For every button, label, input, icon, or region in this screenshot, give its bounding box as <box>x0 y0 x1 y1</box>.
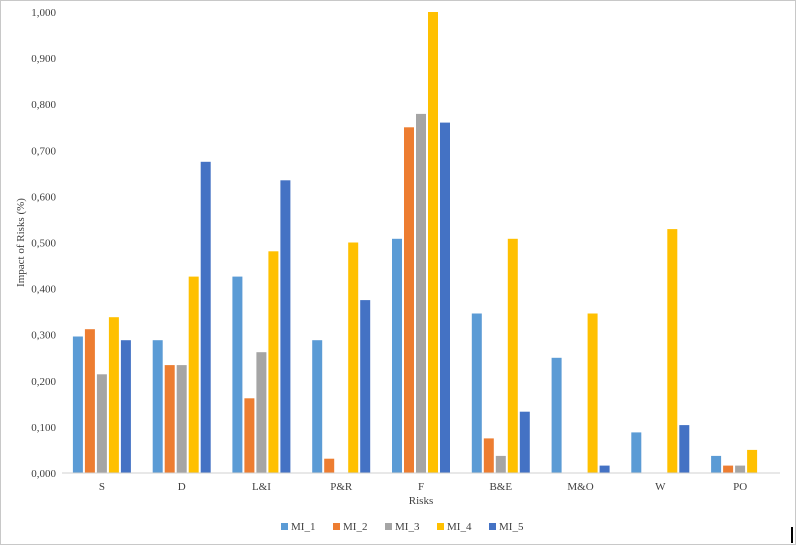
legend-swatch <box>437 523 444 530</box>
bar-MI_3-S <box>96 374 107 473</box>
y-tick-label: 0,500 <box>31 238 56 250</box>
bar-MI_2-P&R <box>324 458 335 473</box>
bar-MI_5-M&O <box>599 465 610 473</box>
bar-MI_4-W <box>667 229 678 473</box>
x-tick-label: P&R <box>330 481 353 493</box>
bar-MI_5-F <box>440 122 450 473</box>
bar-MI_1-W <box>631 432 642 473</box>
bar-MI_2-L&I <box>244 398 255 473</box>
y-tick-label: 1,000 <box>31 7 56 19</box>
bars <box>72 12 758 474</box>
bar-MI_1-L&I <box>232 276 243 473</box>
legend-label: MI_2 <box>343 521 367 533</box>
bar-MI_4-L&I <box>268 251 279 473</box>
x-tick-label: F <box>418 481 424 493</box>
bar-MI_2-S <box>84 329 95 473</box>
legend-swatch <box>281 523 288 530</box>
bar-MI_2-B&E <box>483 438 494 473</box>
legend-label: MI_4 <box>447 521 472 533</box>
bar-MI_2-D <box>164 365 175 473</box>
bar-MI_5-W <box>679 425 690 473</box>
bar-MI_5-P&R <box>360 300 371 473</box>
x-axis-title: Risks <box>409 495 433 507</box>
legend-swatch <box>333 523 340 530</box>
bar-MI_4-M&O <box>587 313 598 473</box>
legend-label: MI_1 <box>291 521 315 533</box>
y-tick-label: 0,600 <box>31 191 56 203</box>
legend-swatch <box>489 523 496 530</box>
legend-label: MI_3 <box>395 521 420 533</box>
x-tick-label: D <box>178 481 186 493</box>
bar-MI_1-F <box>392 238 402 473</box>
bar-MI_3-D <box>176 365 187 473</box>
bar-MI_5-D <box>200 161 211 474</box>
bar-MI_3-B&E <box>495 455 506 473</box>
bar-MI_4-B&E <box>507 238 518 473</box>
bar-MI_3-L&I <box>256 352 267 473</box>
x-tick-label: M&O <box>567 481 593 493</box>
legend-swatch <box>385 523 392 530</box>
bar-MI_2-PO <box>723 465 734 473</box>
bar-MI_2-F <box>404 127 414 474</box>
x-axis-ticks: S D L&I P&R F B&E M&O W PO <box>99 481 747 493</box>
bar-MI_4-F <box>428 12 438 473</box>
y-tick-label: 0,200 <box>31 376 56 388</box>
y-axis-ticks: 0,000 0,100 0,200 0,300 0,400 0,500 0,600 0,700… <box>31 7 56 480</box>
y-tick-label: 0,800 <box>31 99 56 111</box>
bar-MI_4-P&R <box>348 242 359 473</box>
bar-MI_3-PO <box>735 465 746 473</box>
y-tick-label: 0,300 <box>31 330 56 342</box>
x-tick-label: L&I <box>252 481 271 493</box>
bar-MI_1-B&E <box>471 313 482 473</box>
bar-MI_5-L&I <box>280 180 291 474</box>
bar-MI_4-D <box>188 276 199 473</box>
bar-MI_4-PO <box>747 449 758 473</box>
bar-MI_1-P&R <box>312 340 323 473</box>
bar-MI_5-B&E <box>519 411 530 473</box>
bar-MI_1-M&O <box>551 357 562 474</box>
text-cursor <box>791 527 793 543</box>
bar-MI_5-S <box>120 340 131 473</box>
y-tick-label: 0,100 <box>31 422 56 434</box>
x-tick-label: B&E <box>489 481 512 493</box>
y-tick-label: 0,400 <box>31 284 56 296</box>
bar-MI_1-S <box>72 336 83 473</box>
bar-MI_1-PO <box>711 455 722 473</box>
y-tick-label: 0,900 <box>31 53 56 65</box>
legend-label: MI_5 <box>499 521 524 533</box>
x-tick-label: PO <box>733 481 747 493</box>
y-tick-label: 0,700 <box>31 145 56 157</box>
y-axis-title: Impact of Risks (%) <box>15 198 27 287</box>
bar-MI_4-S <box>108 317 119 473</box>
legend: MI_1 MI_2 MI_3 MI_4 MI_5 <box>281 521 524 533</box>
y-tick-label: 0,000 <box>31 468 56 480</box>
bar-MI_3-F <box>416 113 426 474</box>
bar-MI_1-D <box>152 340 163 473</box>
x-tick-label: S <box>99 481 105 493</box>
x-tick-label: W <box>655 481 666 493</box>
